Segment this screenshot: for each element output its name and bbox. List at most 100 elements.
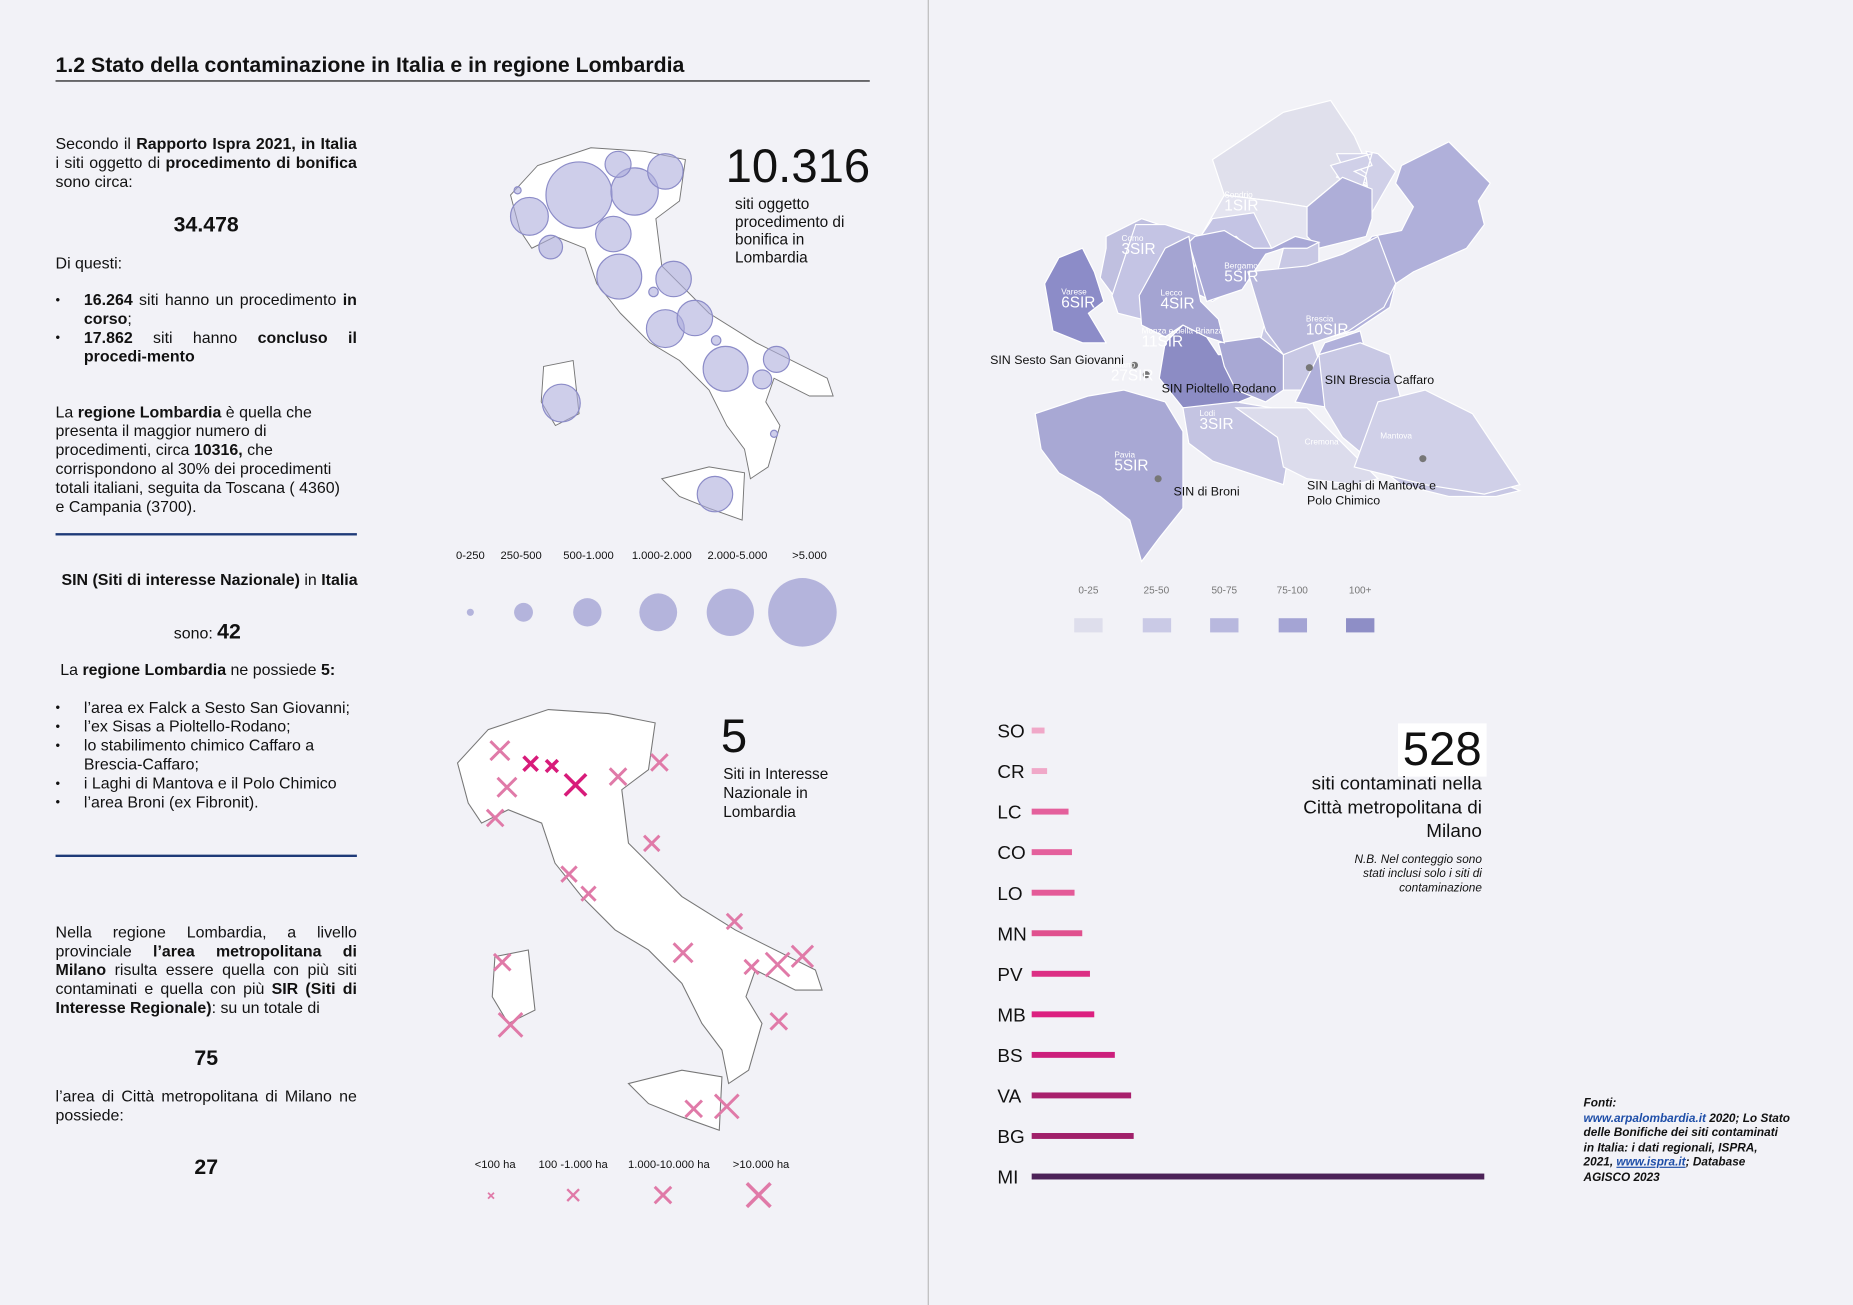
lombardia-text: La regione Lombardia è quella che presen… <box>56 403 346 516</box>
category-label: PV <box>997 965 1023 986</box>
text-run: concluso il procedi-mento <box>83 328 357 366</box>
category-label: LC <box>997 803 1021 824</box>
text-run: Secondo il <box>55 134 137 153</box>
list-item: l’area ex Falck a Sesto San Giovanni; <box>56 699 357 718</box>
list-item: lo stabilimento chimico Caffaro a Bresci… <box>56 736 357 774</box>
category-label: VA <box>997 1087 1021 1108</box>
legend-swatch <box>1278 618 1307 633</box>
province-name: Lecco <box>1160 289 1182 298</box>
big-number: 10.316 <box>725 140 871 193</box>
text-run: risulta essere quella con più siti conta… <box>55 961 357 998</box>
text-run: 5: <box>320 660 336 679</box>
italy-maps <box>456 147 837 1209</box>
bubble-legend-marks <box>466 578 837 647</box>
province-sir: 5SIR <box>1224 268 1258 285</box>
bar <box>1031 1133 1134 1139</box>
province-name: Bergamo <box>1224 261 1258 270</box>
milano-note: N.B. Nel conteggio sono stati inclusi so… <box>1354 853 1482 895</box>
text-run: 10316, <box>193 440 243 459</box>
bar <box>1031 727 1045 734</box>
text-run: Rapporto Ispra 2021, in Italia <box>136 134 357 153</box>
province-name: Pavia <box>1114 450 1135 459</box>
text-run: SIN (Siti di interesse Nazionale) <box>61 570 300 589</box>
text-run: siti hanno un procedimento <box>132 290 343 309</box>
list-item: l’ex Sisas a Pioltello-Rodano; <box>56 718 357 737</box>
of-these: Di questi: <box>55 254 123 272</box>
list-item: l’area Broni (ex Fibronit). <box>56 793 357 812</box>
province-sir: 3SIR <box>1121 241 1155 258</box>
bubbles <box>509 150 791 513</box>
milano-caption: siti contaminati nella Città metropolita… <box>1303 774 1482 842</box>
bar <box>1031 768 1048 775</box>
sin-label-line: SIN Laghi di Mantova e <box>1307 478 1436 492</box>
province-name: Varese <box>1061 287 1087 296</box>
legend-swatch <box>1346 618 1375 633</box>
text-run: l’area metropolitana di Milano <box>55 942 357 979</box>
source-link[interactable]: www.ispra.it <box>1616 1156 1686 1170</box>
legend-label: 1.000-2.000 <box>631 549 692 563</box>
legend-label: 2.000-5.000 <box>707 549 768 563</box>
text-run: che corrispondono al 30% dei procediment… <box>55 440 340 516</box>
text-run: siti hanno <box>132 328 258 347</box>
province-sir: 27SIR <box>1111 368 1154 385</box>
rule <box>55 533 357 535</box>
sir-total: 75 <box>194 1046 219 1070</box>
sin-label: SIN Brescia Caffaro <box>1325 373 1434 387</box>
bar <box>1031 1011 1095 1018</box>
sin-points <box>1130 361 1427 483</box>
sin-label: SIN Laghi di Mantova e Polo Chimico <box>1307 478 1436 507</box>
category-label: LO <box>997 884 1022 905</box>
cross-legend-marks <box>487 1181 772 1209</box>
province-sir: 3SIR <box>1199 416 1233 433</box>
sin-label: SIN di Broni <box>1173 484 1239 498</box>
milano-text: Nella regione Lombardia, a livello provi… <box>56 923 357 1018</box>
sin-number: 5 <box>720 710 748 763</box>
province-sir: 11SIR <box>1142 333 1184 350</box>
category-label: BS <box>997 1046 1022 1067</box>
lombardy-map: Sondrio1SIRComo3SIRLecco4SIRBergamo5SIRV… <box>990 99 1522 563</box>
text-run: i siti oggetto di <box>55 153 166 172</box>
bar <box>1031 808 1069 815</box>
text-run: 16.264 <box>83 290 133 309</box>
status-list: 16.264 siti hanno un procedimento in cor… <box>56 291 357 367</box>
text-run: La <box>55 403 78 421</box>
sin-label: SIN Pioltello Rodano <box>1162 381 1277 395</box>
legend-label: 50-75 <box>1211 583 1238 596</box>
province-sir: 4SIR <box>1160 296 1194 313</box>
text-run: SIR (Siti di Interesse Regionale) <box>55 979 357 1017</box>
text-run: sono: <box>173 624 218 642</box>
milano-possiede: l’area di Città metropolitana di Milano … <box>55 1087 357 1125</box>
total: 34.478 <box>173 212 239 237</box>
text-run: Italia <box>321 570 358 589</box>
legend-label: 0-250 <box>455 549 485 563</box>
legend-label: 0-25 <box>1078 583 1099 596</box>
source-text: ; Database AGISCO 2023 <box>1583 1156 1746 1184</box>
bar <box>1031 1173 1485 1180</box>
text-run: 42 <box>217 619 241 644</box>
legend-swatch <box>1210 618 1239 633</box>
province-sir: 5SIR <box>1114 457 1148 474</box>
list-item: i Laghi di Mantova e il Polo Chimico <box>56 774 357 793</box>
legend-swatch <box>1074 618 1103 633</box>
province-name: Cremona <box>1305 437 1339 446</box>
sin-caption: Siti in Interesse Nazionale in Lombardia <box>723 764 829 821</box>
text-run: ne possiede <box>226 660 321 679</box>
category-label: CR <box>997 762 1024 783</box>
source-link[interactable]: www.arpalombardia.it <box>1583 1111 1706 1125</box>
sin-heading: SIN (Siti di interesse Nazionale) in Ita… <box>61 571 357 590</box>
legend-label: >10.000 ha <box>732 1158 790 1172</box>
legend-label: 500-1.000 <box>563 549 614 563</box>
sin-label-line: Polo Chimico <box>1307 494 1380 508</box>
bar <box>1031 970 1090 977</box>
list-item: 16.264 siti hanno un procedimento in cor… <box>56 290 357 329</box>
intro: Secondo il Rapporto Ispra 2021, in Itali… <box>56 135 357 192</box>
category-label: MB <box>997 1005 1025 1026</box>
legend-swatch <box>1142 618 1171 633</box>
text-run: in corso <box>83 290 357 328</box>
bar <box>1031 849 1072 856</box>
bar <box>1031 1092 1132 1099</box>
category-label: MN <box>997 924 1026 945</box>
province-name: Brescia <box>1306 315 1334 324</box>
